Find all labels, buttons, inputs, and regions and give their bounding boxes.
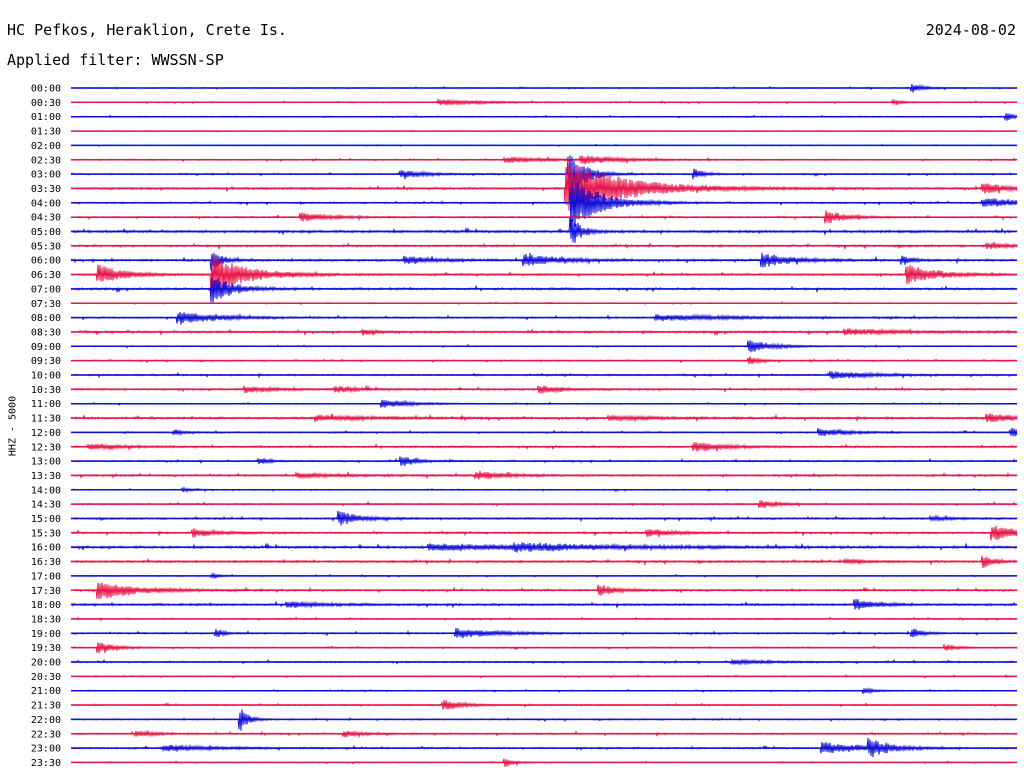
- time-label: 02:00: [31, 141, 61, 152]
- time-label: 09:30: [31, 356, 61, 367]
- trace-0500: [70, 217, 1018, 243]
- time-label: 11:30: [31, 414, 61, 425]
- time-label: 07:00: [31, 284, 61, 295]
- time-label: 21:00: [31, 686, 61, 697]
- time-label: 12:00: [31, 428, 61, 439]
- time-label: 20:30: [31, 672, 61, 683]
- time-label: 13:00: [31, 457, 61, 468]
- time-label: 17:00: [31, 571, 61, 582]
- time-label: 17:30: [31, 586, 61, 597]
- time-label: 19:00: [31, 629, 61, 640]
- time-label: 15:30: [31, 528, 61, 539]
- date-label: 2024-08-02: [925, 21, 1016, 39]
- time-label: 01:30: [31, 127, 61, 138]
- time-label: 04:30: [31, 213, 61, 224]
- time-label: 22:00: [31, 715, 61, 726]
- time-label: 16:30: [31, 557, 61, 568]
- filter-label: Applied filter: WWSSN-SP: [7, 51, 224, 69]
- time-label: 20:00: [31, 658, 61, 669]
- time-label: 00:00: [31, 84, 61, 95]
- time-label: 19:30: [31, 643, 61, 654]
- time-label: 07:30: [31, 299, 61, 310]
- time-label: 23:30: [31, 758, 61, 769]
- trace-0600: [70, 252, 1018, 271]
- time-label: 16:00: [31, 543, 61, 554]
- time-label: 14:00: [31, 485, 61, 496]
- time-label: 01:00: [31, 112, 61, 123]
- time-label: 14:30: [31, 500, 61, 511]
- time-label: 10:30: [31, 385, 61, 396]
- time-label: 10:00: [31, 371, 61, 382]
- trace-0800: [70, 312, 1018, 325]
- time-label: 18:00: [31, 600, 61, 611]
- time-label: 06:00: [31, 256, 61, 267]
- time-label: 23:00: [31, 744, 61, 755]
- time-label: 03:00: [31, 170, 61, 181]
- time-label: 21:30: [31, 701, 61, 712]
- time-label: 08:30: [31, 327, 61, 338]
- time-label: 02:30: [31, 155, 61, 166]
- time-label: 22:30: [31, 729, 61, 740]
- time-label: 06:30: [31, 270, 61, 281]
- time-label: 05:30: [31, 241, 61, 252]
- time-label: 15:00: [31, 514, 61, 525]
- station-title: HC Pefkos, Heraklion, Crete Is.: [7, 21, 287, 39]
- time-label: 12:30: [31, 442, 61, 453]
- time-label: 11:00: [31, 399, 61, 410]
- time-label: 08:00: [31, 313, 61, 324]
- time-label: 05:00: [31, 227, 61, 238]
- time-label: 09:00: [31, 342, 61, 353]
- time-label: 13:30: [31, 471, 61, 482]
- time-label: 04:00: [31, 198, 61, 209]
- time-label: 00:30: [31, 98, 61, 109]
- time-label: 03:30: [31, 184, 61, 195]
- time-label: 18:30: [31, 614, 61, 625]
